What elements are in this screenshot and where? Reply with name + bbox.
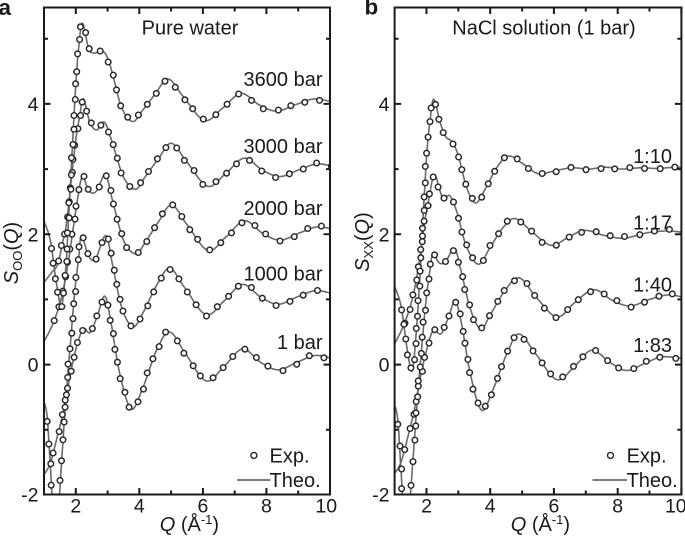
svg-text:10: 10 bbox=[315, 496, 337, 518]
svg-text:Theo.: Theo. bbox=[627, 470, 678, 492]
svg-text:4: 4 bbox=[134, 496, 145, 518]
svg-text:2000 bar: 2000 bar bbox=[244, 198, 323, 220]
svg-text:4: 4 bbox=[379, 94, 390, 116]
svg-text:4: 4 bbox=[485, 496, 496, 518]
svg-text:-2: -2 bbox=[372, 485, 389, 507]
svg-text:8: 8 bbox=[612, 496, 623, 518]
svg-text:8: 8 bbox=[261, 496, 272, 518]
svg-text:-2: -2 bbox=[21, 485, 38, 507]
svg-text:Pure water: Pure water bbox=[142, 17, 239, 39]
svg-text:Exp.: Exp. bbox=[270, 445, 310, 467]
svg-text:Q (Å-1): Q (Å-1) bbox=[511, 512, 570, 535]
svg-text:NaCl solution (1 bar): NaCl solution (1 bar) bbox=[452, 17, 635, 39]
svg-text:1:17: 1:17 bbox=[633, 213, 672, 235]
svg-text:3600 bar: 3600 bar bbox=[244, 69, 323, 91]
svg-text:b: b bbox=[365, 0, 379, 20]
svg-text:1 bar: 1 bar bbox=[277, 332, 323, 354]
svg-text:3000 bar: 3000 bar bbox=[244, 136, 323, 158]
svg-text:6: 6 bbox=[197, 496, 208, 518]
svg-text:Exp.: Exp. bbox=[627, 445, 667, 467]
svg-text:10: 10 bbox=[665, 496, 685, 518]
svg-text:Theo.: Theo. bbox=[270, 470, 321, 492]
svg-text:0: 0 bbox=[28, 355, 39, 377]
svg-text:a: a bbox=[0, 0, 12, 20]
svg-text:SXX(Q): SXX(Q) bbox=[352, 212, 376, 272]
svg-text:1:83: 1:83 bbox=[633, 335, 672, 357]
svg-text:2: 2 bbox=[379, 224, 390, 246]
svg-text:0: 0 bbox=[379, 355, 390, 377]
svg-text:6: 6 bbox=[548, 496, 559, 518]
svg-text:4: 4 bbox=[28, 94, 39, 116]
svg-text:1:10: 1:10 bbox=[633, 146, 672, 168]
svg-text:2: 2 bbox=[421, 496, 432, 518]
svg-text:1:40: 1:40 bbox=[633, 275, 672, 297]
svg-text:2: 2 bbox=[28, 224, 39, 246]
svg-text:2: 2 bbox=[70, 496, 81, 518]
svg-text:1000 bar: 1000 bar bbox=[244, 264, 323, 286]
